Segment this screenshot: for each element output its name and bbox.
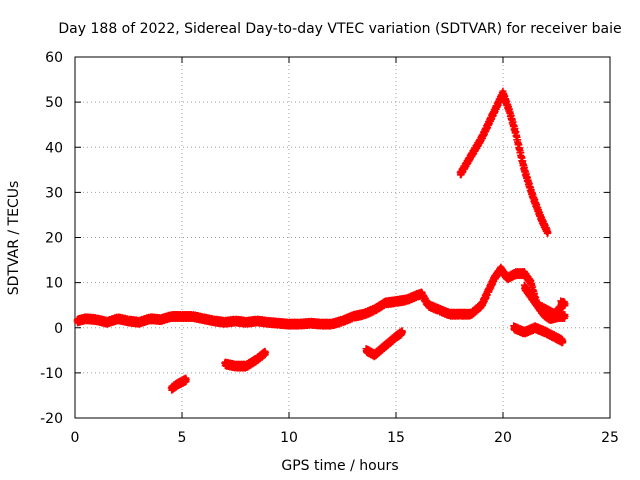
series-main-band — [73, 263, 569, 330]
x-tick-label: 15 — [387, 430, 405, 446]
y-tick-label: 0 — [54, 321, 63, 337]
y-tick-label: 40 — [45, 140, 63, 156]
x-tick-label: 25 — [601, 430, 619, 446]
data-points — [73, 87, 569, 394]
axis-ticks: 0 5 10 15 20 25 -20 -10 0 10 20 30 40 50 60 — [40, 50, 619, 446]
data-point — [559, 337, 567, 345]
y-tick-label: 20 — [45, 231, 63, 247]
y-tick-label: 30 — [45, 185, 63, 201]
x-tick-label: 5 — [178, 430, 187, 446]
series-neg-seg-3 — [362, 327, 406, 361]
data-point — [561, 312, 569, 320]
data-point — [544, 229, 552, 237]
series-neg-seg-2 — [221, 347, 269, 372]
x-tick-label: 0 — [71, 430, 80, 446]
x-axis-label: GPS time / hours — [281, 458, 398, 474]
data-point — [182, 376, 190, 384]
data-point — [261, 349, 269, 357]
series-upper-branch — [520, 281, 567, 320]
grid — [75, 57, 610, 418]
data-point — [398, 328, 406, 336]
data-point — [561, 300, 569, 308]
x-tick-label: 10 — [280, 430, 298, 446]
y-tick-label: 10 — [45, 276, 63, 292]
y-tick-label: -10 — [40, 366, 63, 382]
y-axis-label: SDTVAR / TECUs — [6, 181, 22, 296]
series-small-blob — [557, 297, 569, 310]
x-tick-label: 20 — [494, 430, 512, 446]
y-tick-label: 60 — [45, 50, 63, 66]
series-lower-branch — [510, 322, 567, 347]
y-tick-label: 50 — [45, 95, 63, 111]
series-neg-seg-1 — [167, 374, 190, 394]
y-tick-label: -20 — [40, 411, 63, 427]
series-high-arc — [456, 87, 552, 237]
chart-title: Day 188 of 2022, Sidereal Day-to-day VTE… — [58, 21, 621, 37]
